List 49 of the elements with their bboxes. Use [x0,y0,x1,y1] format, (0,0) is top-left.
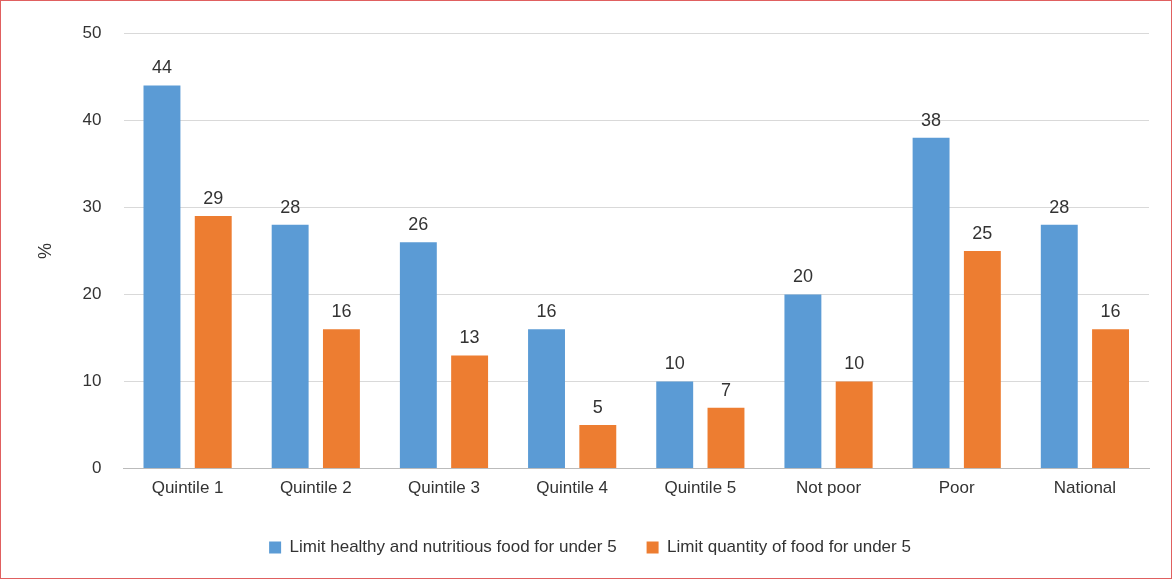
data-label: 26 [408,214,429,235]
data-label: 44 [151,57,172,78]
bar [271,224,309,469]
data-label: 28 [280,196,301,217]
bar [784,294,822,469]
x-tick-label: Quintile 2 [279,478,352,498]
bar [656,381,694,469]
data-label: 16 [1100,301,1121,322]
bar [194,216,232,469]
data-label: 28 [1049,196,1070,217]
y-tick-label: 0 [92,458,102,478]
x-tick-label: Quintile 5 [664,478,737,498]
x-tick-label: Quintile 1 [151,478,224,498]
bar [399,242,437,469]
x-tick-label: Quintile 3 [408,478,480,498]
y-tick-label: 50 [82,22,102,42]
data-label: 10 [844,353,865,374]
data-label: 13 [459,327,480,348]
y-tick-label: 30 [82,197,102,217]
bar [1040,224,1078,469]
x-tick-label: Not poor [795,478,862,498]
y-tick-label: 40 [82,109,102,129]
bar [912,137,950,469]
x-tick-label: Poor [938,478,976,498]
data-label: 29 [203,188,224,209]
bar [1092,329,1129,469]
bar [963,250,1001,469]
x-tick-label: Quintile 4 [536,478,609,498]
legend-label: Limit quantity of food for under 5 [667,537,911,557]
bar [579,425,617,469]
y-axis-title: % [34,242,55,259]
data-label: 7 [720,379,731,400]
data-label: 10 [664,353,685,374]
legend-label: Limit healthy and nutritious food for under 5 [289,537,617,557]
data-label: 25 [972,222,993,243]
data-label: 16 [331,301,352,322]
data-label: 20 [792,266,813,287]
data-label: 5 [592,397,603,418]
data-label: 38 [921,109,942,130]
bar [143,85,181,469]
y-tick-label: 10 [82,371,102,391]
bar [451,355,489,469]
x-tick-label: National [1053,478,1117,498]
bar [322,329,360,469]
y-tick-label: 20 [82,284,102,304]
bar [835,381,873,469]
bar [528,329,565,469]
bar [707,407,745,469]
data-label: 16 [536,301,557,322]
